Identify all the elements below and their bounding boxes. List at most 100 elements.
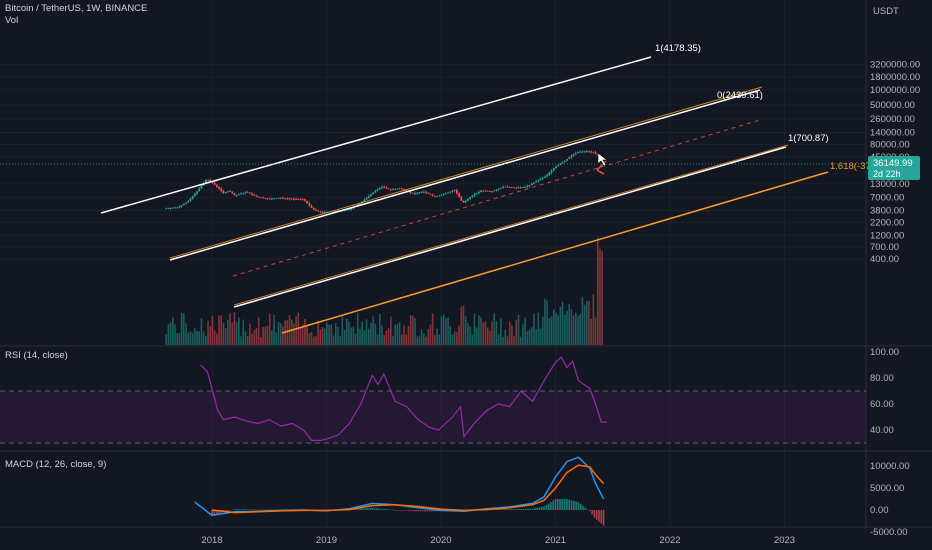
extension-orange-line[interactable] <box>281 171 829 334</box>
candle-body <box>438 195 441 197</box>
candle-body <box>394 189 397 190</box>
candle-body <box>381 186 383 188</box>
candle-body <box>389 189 392 191</box>
macd-histogram-bar <box>412 510 415 512</box>
lower-channel-orange-line[interactable] <box>233 144 789 306</box>
time-tick-label: 2022 <box>659 535 680 546</box>
macd-histogram-bar <box>570 500 573 510</box>
volume-bar <box>458 325 460 345</box>
macd-histogram-bar <box>524 508 527 510</box>
candle-body <box>312 208 315 210</box>
volume-bar <box>588 300 590 345</box>
candle-body <box>585 151 588 153</box>
macd-signal-line[interactable] <box>211 464 605 514</box>
volume-bar <box>416 336 419 345</box>
volume-bar <box>442 314 445 345</box>
macd-histogram-bar <box>213 510 216 515</box>
macd-histogram-bar <box>380 508 383 510</box>
macd-histogram-bar <box>582 505 584 510</box>
candle-body <box>464 200 467 203</box>
macd-axis[interactable]: 10000.00 5000.00 0.00 -5000.00 <box>870 461 910 538</box>
price-tick-label: 2200.00 <box>870 217 904 228</box>
candle-body <box>224 192 227 194</box>
fib-label-mid: 0(2439.61) <box>717 90 763 101</box>
macd-histogram-bar <box>408 510 410 511</box>
volume-bar <box>464 316 467 345</box>
candle-body <box>290 198 293 200</box>
macd-histogram-bar <box>550 501 552 510</box>
macd-histogram-bar <box>421 510 424 512</box>
time-axis[interactable]: 2018 2019 2020 2021 2022 2023 <box>201 535 795 546</box>
macd-histogram-bar <box>579 503 582 510</box>
candle-body <box>506 186 509 188</box>
macd-histogram-bar <box>561 499 564 510</box>
macd-histogram-bar <box>357 508 360 510</box>
candle-body <box>350 208 353 210</box>
symbol-title[interactable]: Bitcoin / TetherUS, 1W, BINANCE <box>5 3 148 14</box>
mid-channel-orange-line[interactable] <box>169 86 763 259</box>
volume-bar <box>253 330 256 345</box>
volume-bar <box>583 304 586 345</box>
volume-bar <box>240 336 242 345</box>
rsi-legend[interactable]: RSI (14, close) <box>5 350 68 361</box>
volume-bar <box>246 336 249 345</box>
candle-body <box>528 185 531 187</box>
macd-histogram-bar <box>410 510 413 511</box>
candle-body <box>176 207 179 209</box>
time-tick-label: 2021 <box>545 535 566 546</box>
candle-body <box>566 158 568 161</box>
macd-histogram-bar <box>252 509 255 511</box>
volume-bar <box>268 313 271 345</box>
volume-bar <box>414 318 416 345</box>
macd-histogram-bar <box>401 510 403 511</box>
volume-bar <box>359 328 361 345</box>
macd-histogram-bar <box>415 510 417 512</box>
candle-body <box>570 155 573 158</box>
volume-bar <box>332 335 335 345</box>
candle-body <box>482 190 485 192</box>
rsi-line[interactable] <box>200 356 607 441</box>
candle-body <box>310 205 313 209</box>
channel-drawings[interactable] <box>0 56 866 334</box>
rsi-axis[interactable]: 100.00 80.00 60.00 40.00 <box>870 347 899 436</box>
candle-body <box>460 197 463 201</box>
macd-histogram-bar <box>598 510 600 522</box>
volume-legend[interactable]: Vol <box>5 15 19 26</box>
candle-body <box>178 206 181 208</box>
mid-channel-white-line[interactable] <box>169 89 761 261</box>
rsi-tick-label: 100.00 <box>870 347 899 358</box>
volume-bar <box>350 327 352 345</box>
volume-bar <box>385 330 388 345</box>
volume-bar <box>546 300 548 345</box>
candlestick-series[interactable] <box>165 149 604 214</box>
candle-body <box>557 164 560 167</box>
macd-histogram-bar <box>259 509 261 511</box>
volume-bar <box>383 334 385 345</box>
volume-bar <box>251 333 253 345</box>
upper-channel-line[interactable] <box>100 56 652 214</box>
macd-histogram-bar <box>545 504 548 510</box>
volume-bar <box>541 316 544 345</box>
candle-body <box>321 212 324 213</box>
candle-body <box>218 186 220 189</box>
volume-bar <box>511 325 513 345</box>
candle-body <box>255 195 258 197</box>
volume-bar <box>262 326 264 345</box>
volume-bar <box>482 322 485 345</box>
volume-bar <box>445 318 447 345</box>
volume-bar <box>392 335 394 345</box>
macd-legend[interactable]: MACD (12, 26, close, 9) <box>5 459 107 470</box>
macd-histogram-bar <box>534 508 536 510</box>
candle-body <box>552 168 555 171</box>
volume-bar <box>328 324 330 345</box>
macd-histogram-bar <box>394 510 396 511</box>
median-dashed-line[interactable] <box>232 119 761 277</box>
candle-body <box>187 201 190 203</box>
candle-body <box>372 192 375 195</box>
volume-bar <box>502 336 504 345</box>
macd-histogram-bar <box>547 503 550 510</box>
volume-bar <box>264 326 267 345</box>
lower-channel-white-line[interactable] <box>233 146 787 308</box>
